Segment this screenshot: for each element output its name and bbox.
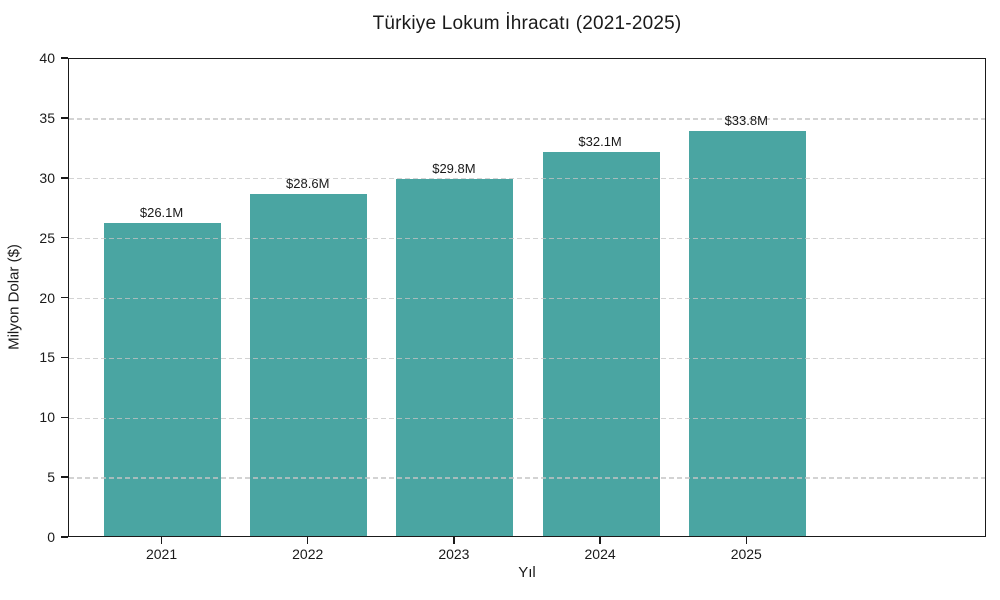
y-tick-label-15: 15: [39, 349, 55, 366]
bar-value-label-2021: $26.1M: [139, 205, 184, 221]
x-tick-mark-2025: [745, 537, 748, 544]
gridline-y-35: [69, 118, 985, 120]
y-tick-label-40: 40: [39, 50, 55, 66]
y-tick-mark-25: [61, 236, 68, 239]
y-tick-mark-5: [61, 476, 68, 478]
bar-value-label-2024: $32.1M: [578, 133, 622, 149]
y-tick-mark-15: [61, 356, 68, 359]
gridline-y-20: [69, 297, 985, 300]
gridline-y-30: [69, 178, 985, 180]
gridline-y-5: [69, 477, 985, 479]
y-tick-mark-10: [61, 416, 68, 418]
plot-area: [68, 58, 986, 537]
gridline-y-10: [69, 417, 985, 419]
y-tick-label-0: 0: [47, 529, 55, 545]
y-tick-label-20: 20: [39, 289, 55, 306]
y-tick-mark-20: [61, 296, 68, 299]
y-tick-label-10: 10: [39, 409, 55, 426]
gridline-y-15: [69, 357, 985, 360]
y-tick-mark-40: [61, 57, 68, 59]
y-tick-label-25: 25: [39, 229, 55, 246]
x-tick-label-2025: 2025: [730, 546, 762, 562]
bar-value-label-2022: $28.6M: [286, 175, 330, 191]
bar-value-label-2023: $29.8M: [432, 161, 476, 177]
x-tick-mark-2023: [453, 537, 455, 544]
chart-title: Türkiye Lokum İhracatı (2021-2025): [372, 13, 682, 34]
bar-2022: [250, 193, 368, 536]
y-tick-mark-0: [61, 536, 68, 538]
bar-value-label-2025: $33.8M: [724, 113, 768, 129]
x-tick-label-2021: 2021: [145, 546, 178, 562]
gridline-y-25: [69, 237, 985, 240]
y-tick-mark-35: [61, 117, 68, 119]
x-tick-label-2024: 2024: [584, 546, 616, 562]
x-tick-mark-2022: [306, 537, 309, 544]
bar-2024: [542, 151, 660, 536]
x-tick-mark-2024: [599, 537, 601, 544]
x-tick-label-2022: 2022: [292, 546, 324, 562]
y-tick-mark-30: [61, 177, 68, 179]
bar-2025: [688, 131, 806, 536]
bar-2021: [104, 223, 222, 536]
y-tick-label-35: 35: [39, 109, 55, 126]
y-tick-label-5: 5: [47, 469, 55, 486]
x-axis-label: Yıl: [518, 564, 536, 581]
x-tick-label-2023: 2023: [438, 546, 470, 562]
x-tick-mark-2021: [160, 537, 163, 544]
y-tick-label-30: 30: [39, 169, 55, 186]
